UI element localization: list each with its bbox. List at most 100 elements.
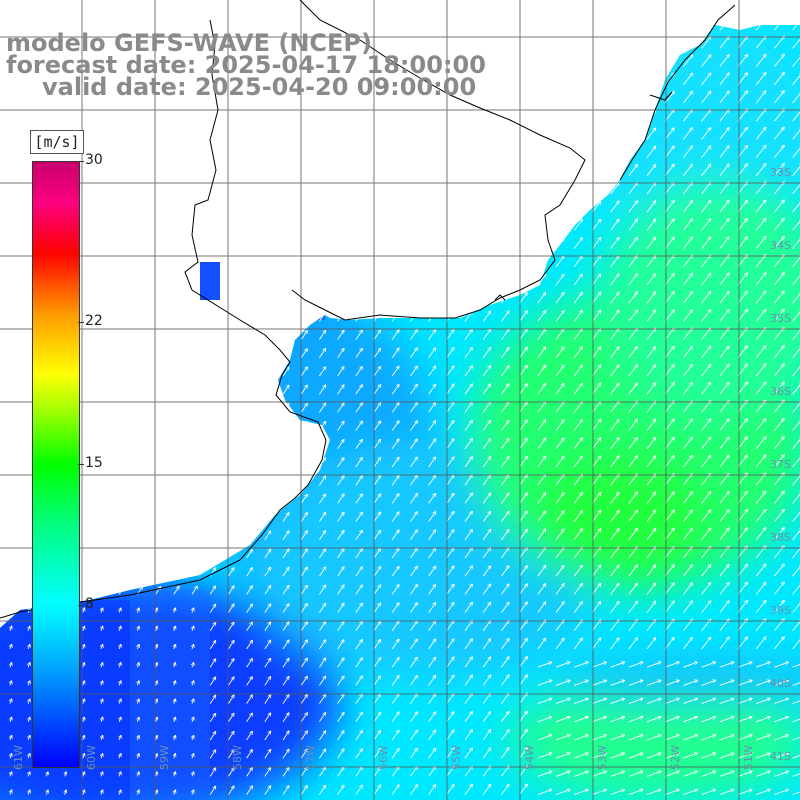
wind-arrow — [755, 127, 766, 140]
wind-arrow — [282, 276, 289, 286]
wind-arrow — [209, 240, 216, 249]
wind-arrow — [792, 109, 800, 122]
wind-arrow — [264, 112, 271, 122]
wind-arrow — [100, 277, 106, 286]
wind-arrow — [319, 385, 325, 395]
wind-arrow — [664, 492, 674, 504]
wind-arrow — [373, 476, 381, 486]
wind-arrow — [446, 457, 454, 468]
wind-arrow — [282, 585, 289, 595]
wind-arrow — [282, 240, 289, 249]
wind-arrow — [501, 438, 509, 450]
wind-arrow — [373, 403, 381, 413]
wind-arrow — [355, 130, 363, 140]
wind-arrow — [664, 164, 674, 177]
wind-arrow — [355, 512, 363, 522]
wind-arrow — [46, 5, 50, 12]
wind-arrow — [137, 405, 142, 413]
wind-arrow — [683, 492, 692, 504]
wind-arrow — [82, 496, 88, 504]
wind-arrow — [282, 167, 289, 177]
wind-arrow — [191, 550, 197, 559]
wind-arrow — [282, 549, 289, 559]
colorbar-tick-mark — [78, 463, 84, 465]
wind-arrow — [737, 91, 748, 104]
wind-arrow — [100, 514, 106, 522]
wind-arrow — [610, 529, 620, 541]
wind-arrow — [319, 603, 325, 613]
wind-arrow — [610, 92, 620, 104]
wind-arrow — [501, 311, 509, 322]
wind-arrow — [282, 312, 289, 322]
wind-arrow — [118, 295, 124, 304]
wind-arrow — [646, 164, 656, 177]
wind-arrow — [264, 458, 271, 468]
wind-arrow — [228, 331, 234, 340]
wind-arrow — [209, 604, 216, 613]
wind-arrow — [246, 331, 253, 340]
wind-arrow — [683, 146, 692, 158]
wind-arrow — [228, 622, 234, 632]
wind-arrow — [264, 622, 271, 632]
wind-arrow — [209, 531, 216, 541]
wind-arrow — [9, 551, 14, 559]
wind-arrow — [174, 626, 176, 631]
wind-arrow — [482, 529, 491, 541]
wind-arrow — [300, 458, 307, 468]
wind-arrow — [501, 548, 509, 559]
wind-arrow — [27, 96, 32, 104]
wind-arrow — [410, 548, 417, 559]
wind-arrow — [137, 568, 142, 577]
wind-arrow — [282, 458, 289, 468]
wind-arrow — [209, 622, 216, 632]
wind-arrow — [537, 438, 546, 450]
wind-arrow — [628, 55, 638, 67]
colorbar-tick-mark — [78, 161, 84, 162]
wind-arrow — [701, 455, 711, 468]
wind-arrow — [792, 382, 800, 395]
wind-arrow — [319, 622, 325, 632]
wind-arrow — [264, 586, 271, 595]
wind-arrow — [100, 114, 106, 122]
wind-arrow — [337, 403, 344, 413]
wind-arrow — [173, 386, 179, 395]
wind-arrow — [555, 38, 564, 49]
wind-arrow — [428, 548, 436, 559]
wind-arrow — [446, 621, 454, 632]
wind-arrow — [191, 459, 197, 468]
wind-arrow — [155, 441, 161, 450]
wind-arrow — [356, 3, 363, 13]
wind-arrow — [573, 474, 582, 486]
wind-arrow — [264, 531, 271, 541]
wind-arrow — [792, 236, 800, 249]
wind-arrow — [82, 350, 88, 359]
wind-arrow — [155, 368, 161, 377]
wind-arrow — [519, 220, 528, 231]
wind-arrow — [628, 164, 638, 177]
wind-arrow — [464, 293, 472, 304]
wind-arrow — [428, 457, 436, 468]
wind-arrow — [701, 128, 711, 140]
wind-arrow — [755, 455, 766, 468]
wind-arrow — [792, 491, 800, 504]
wind-arrow — [573, 383, 582, 395]
wind-arrow — [264, 258, 271, 268]
wind-arrow — [173, 568, 179, 577]
wind-arrow — [300, 622, 307, 632]
wind-arrow — [119, 608, 121, 613]
colorbar-tick-label: 30 — [85, 152, 103, 168]
wind-arrow — [664, 437, 674, 450]
wind-arrow — [82, 551, 88, 559]
wind-arrow — [173, 113, 179, 122]
wind-arrow — [28, 626, 30, 631]
wind-arrow — [228, 404, 234, 413]
wind-arrow — [191, 513, 197, 522]
wind-arrow — [9, 315, 14, 322]
wind-arrow — [446, 238, 454, 249]
wind-arrow — [173, 513, 179, 522]
wind-arrow — [191, 495, 197, 504]
wind-arrow — [173, 131, 179, 140]
wind-arrow — [391, 421, 399, 431]
wind-arrow — [592, 547, 600, 559]
wind-arrow — [574, 1, 582, 12]
